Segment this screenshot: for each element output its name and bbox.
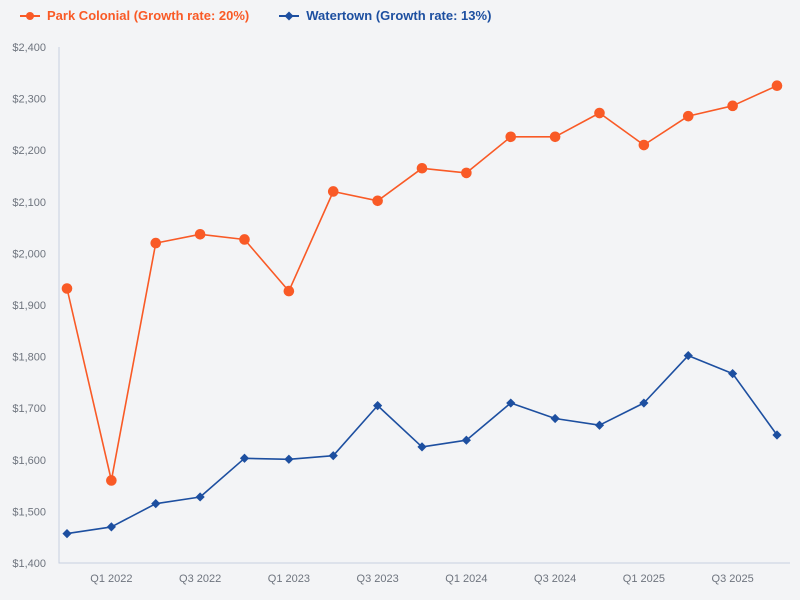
y-tick-label: $1,500	[12, 506, 46, 518]
data-point-diamond	[772, 430, 782, 440]
legend-label-park-colonial: Park Colonial (Growth rate: 20%)	[47, 8, 250, 23]
data-point-circle	[61, 283, 73, 294]
data-point-circle	[239, 234, 250, 245]
y-tick-label: $2,400	[12, 42, 46, 54]
data-point-circle	[283, 285, 295, 297]
y-tick-label: $2,000	[12, 248, 46, 260]
data-point-diamond	[151, 499, 161, 509]
chart-legend: Park Colonial (Growth rate: 20%) Waterto…	[20, 8, 491, 23]
data-point-circle	[594, 107, 605, 119]
chart-series	[61, 80, 783, 539]
data-point-circle	[106, 475, 117, 486]
data-point-diamond	[239, 453, 250, 463]
park-colonial-line-circle-icon	[20, 11, 40, 20]
data-point-circle	[682, 110, 694, 122]
x-tick-label: Q3 2024	[534, 573, 576, 585]
x-tick-label: Q1 2025	[623, 573, 665, 585]
y-axis-tick-labels: $1,400 $1,500 $1,600 $1,700 $1,800 $1,900 $2,0…	[12, 42, 46, 570]
data-point-diamond	[373, 401, 383, 411]
data-point-circle	[372, 195, 383, 207]
data-point-circle	[416, 162, 428, 174]
x-tick-label: Q3 2023	[357, 573, 399, 585]
legend-label-watertown: Watertown (Growth rate: 13%)	[306, 8, 492, 23]
data-point-circle	[150, 237, 162, 249]
data-point-diamond	[639, 398, 649, 408]
data-point-diamond	[683, 350, 693, 361]
data-point-diamond	[106, 522, 116, 532]
x-tick-label: Q3 2022	[179, 573, 221, 585]
series-line-park-colonial	[66, 84, 778, 482]
watertown-line-diamond-icon	[279, 11, 300, 20]
data-point-diamond	[195, 492, 205, 502]
data-point-circle	[327, 186, 339, 197]
data-point-circle	[771, 80, 783, 91]
data-point-diamond	[62, 528, 72, 539]
y-tick-label: $2,100	[12, 197, 46, 209]
data-point-diamond	[550, 413, 560, 424]
axis-lines	[58, 47, 790, 564]
y-tick-label: $2,300	[12, 94, 46, 106]
y-tick-label: $1,400	[12, 558, 46, 570]
y-tick-label: $1,600	[12, 455, 46, 467]
y-tick-label: $1,900	[12, 300, 46, 312]
data-point-diamond	[417, 442, 427, 452]
x-tick-label: Q3 2025	[712, 573, 754, 585]
data-point-circle	[727, 100, 738, 112]
data-point-circle	[194, 229, 206, 240]
data-point-diamond	[728, 369, 738, 379]
x-tick-label: Q1 2024	[445, 573, 487, 585]
data-point-diamond	[284, 454, 294, 464]
chart-axes	[58, 47, 790, 564]
data-point-diamond	[594, 420, 605, 430]
data-point-circle	[549, 131, 561, 143]
legend-item-watertown[interactable]: Watertown (Growth rate: 13%)	[279, 8, 491, 23]
x-axis-tick-labels: Q1 2022 Q3 2022 Q1 2023 Q3 2023 Q1 2024 Q3 20…	[90, 573, 753, 585]
data-point-circle	[505, 131, 517, 143]
y-tick-label: $2,200	[12, 145, 46, 157]
data-point-circle	[638, 139, 650, 151]
data-point-diamond	[328, 451, 338, 461]
legend-item-park-colonial[interactable]: Park Colonial (Growth rate: 20%)	[20, 8, 249, 23]
data-point-diamond	[506, 398, 516, 408]
y-tick-label: $1,800	[12, 352, 46, 364]
data-point-circle	[461, 167, 472, 179]
data-point-diamond	[461, 435, 471, 445]
x-tick-label: Q1 2022	[90, 573, 132, 585]
y-tick-label: $1,700	[12, 403, 46, 415]
x-tick-label: Q1 2023	[268, 573, 310, 585]
